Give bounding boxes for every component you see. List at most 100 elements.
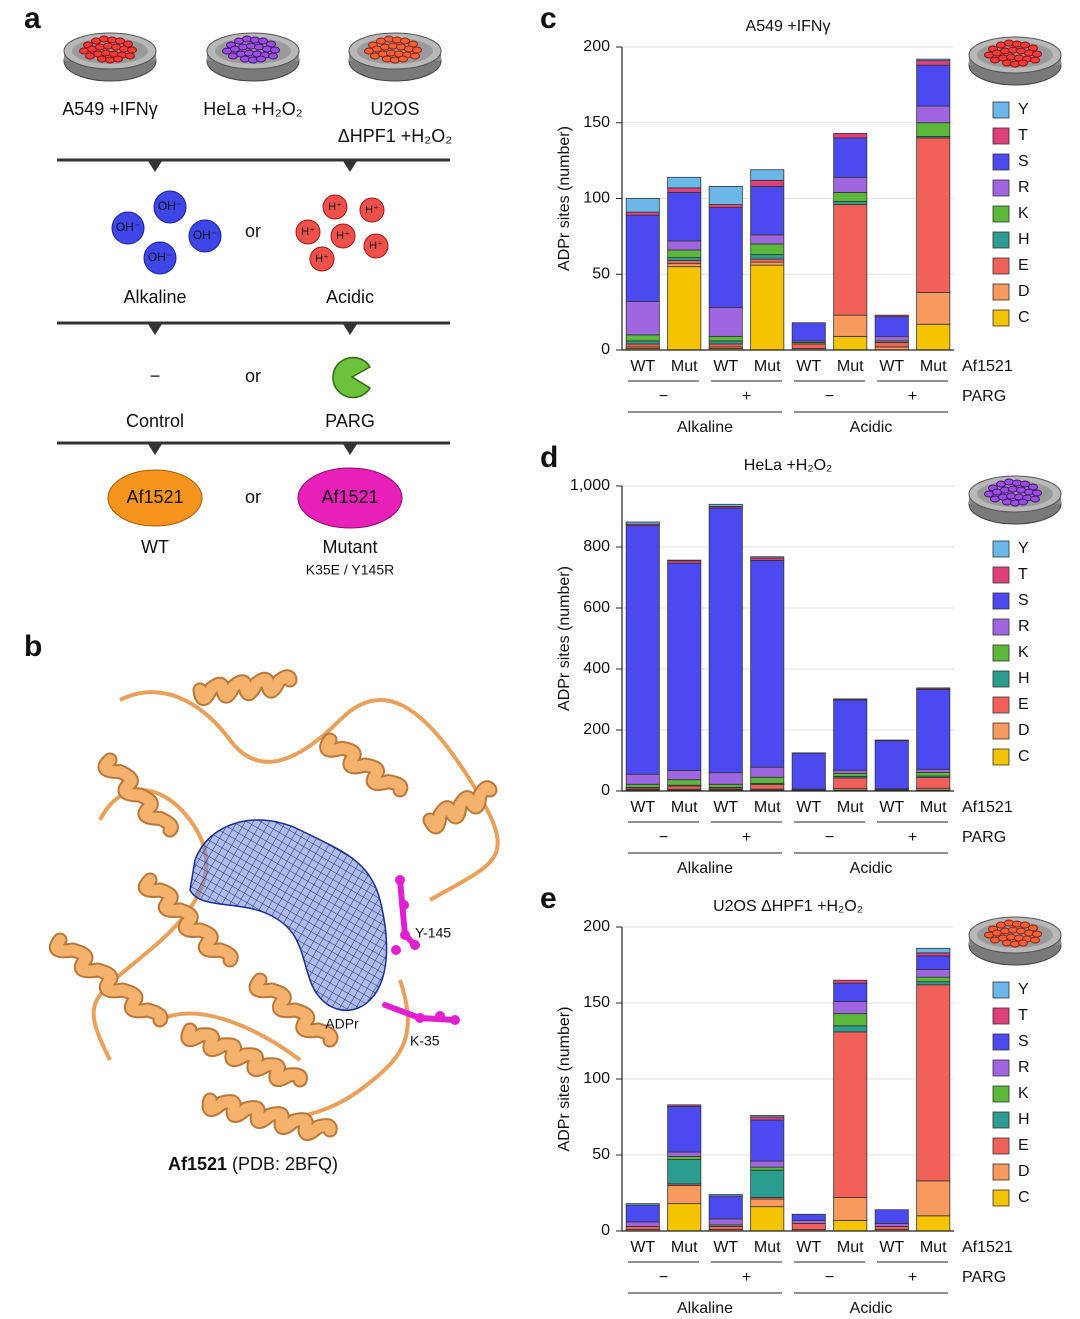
dish-icon (968, 475, 1062, 525)
legend-swatch (992, 1163, 1010, 1181)
bar-segment (625, 1226, 660, 1230)
bar-segment (750, 179, 785, 187)
legend-label: K (1018, 1085, 1029, 1102)
label: PARG (325, 411, 375, 431)
label: OH⁻ (116, 220, 140, 234)
legend-label: D (1018, 1163, 1030, 1180)
cell (1032, 930, 1042, 938)
bar-segment (708, 207, 743, 308)
legend-swatch (992, 722, 1010, 740)
parg-label: − (825, 1269, 834, 1286)
legend-swatch (992, 1189, 1010, 1207)
chart-title: HeLa +H₂O₂ (744, 457, 832, 474)
bar-segment (667, 240, 702, 251)
bar-segment (667, 770, 702, 781)
panel-letter: d (540, 441, 558, 474)
hydroxide-ion (111, 211, 145, 245)
bar-segment (750, 185, 785, 236)
bar-segment (625, 1221, 660, 1227)
proton (359, 197, 385, 223)
bar-segment (791, 1219, 826, 1224)
cell (1020, 41, 1030, 49)
label: H⁺ (365, 204, 379, 216)
cell (412, 46, 422, 54)
arrow-head (148, 444, 162, 455)
bar-segment (667, 263, 702, 268)
bar-segment (750, 1169, 785, 1198)
bar-segment (874, 342, 909, 348)
bar-segment (916, 771, 951, 777)
bar-segment (874, 335, 909, 342)
bar-segment (916, 952, 951, 957)
bar-segment (708, 507, 743, 774)
bar-segment (874, 314, 909, 318)
bar-segment (916, 292, 951, 325)
bar-segment (667, 176, 702, 189)
af1521-wt (107, 469, 203, 527)
cell (113, 55, 123, 63)
bar-segment (750, 776, 785, 784)
label: ΔHPF1 +H₂O₂ (338, 126, 453, 146)
legend-swatch (992, 618, 1010, 636)
legend-label: R (1018, 179, 1030, 196)
legend-swatch (992, 257, 1010, 275)
proton (322, 194, 348, 220)
legend-label: T (1018, 127, 1028, 144)
bar-segment (625, 340, 660, 345)
y-tick-label: 50 (592, 1146, 610, 1163)
bar-segment (708, 204, 743, 208)
caption-bold: Af1521 (168, 1154, 227, 1174)
bar-segment (708, 343, 743, 348)
y-tick-label: 200 (583, 38, 610, 55)
y-tick-label: 0 (601, 782, 610, 799)
bar-segment (750, 264, 785, 351)
bar-segment (916, 323, 951, 351)
cell (1018, 498, 1028, 506)
dish-icon (968, 36, 1062, 86)
legend-label: C (1018, 1189, 1030, 1206)
bar-segment (667, 1151, 702, 1157)
parg-label: − (659, 388, 668, 405)
residue-atom (410, 940, 420, 950)
bar-segment (667, 562, 702, 771)
legend-label: S (1018, 1033, 1029, 1050)
cell (270, 46, 280, 54)
bar-segment (625, 773, 660, 785)
x-tick-label: WT (796, 799, 821, 816)
proton (330, 223, 356, 249)
bar-segment (833, 1031, 868, 1198)
bar-segment (833, 192, 868, 202)
label: H⁺ (315, 253, 329, 265)
label: ADPr (325, 1016, 359, 1032)
cell (1020, 921, 1030, 929)
cell (268, 52, 278, 60)
legend-label: C (1018, 748, 1030, 765)
legend-swatch (992, 540, 1010, 558)
x-tick-label: WT (630, 1239, 655, 1256)
residue-atom (400, 930, 410, 940)
bar-segment (791, 322, 826, 342)
bar-segment (708, 335, 743, 342)
af1521-mutant (297, 467, 403, 529)
legend-label: K (1018, 205, 1029, 222)
label: or (245, 366, 261, 386)
cell (410, 52, 420, 60)
x-tick-label: Mut (920, 1239, 947, 1256)
parg-label: − (659, 829, 668, 846)
bar-segment (625, 521, 660, 525)
bar-segment (916, 969, 951, 978)
legend-swatch (992, 981, 1010, 999)
legend-swatch (992, 101, 1010, 119)
ligand-mesh (189, 819, 388, 1011)
label: or (245, 487, 261, 507)
legend-label: S (1018, 153, 1029, 170)
legend-swatch (992, 1137, 1010, 1155)
bar-segment (708, 1226, 743, 1230)
bar-segment (667, 1156, 702, 1160)
parg-label: − (825, 829, 834, 846)
dish-icon (348, 32, 442, 82)
residue-atom (399, 900, 409, 910)
bar-segment (833, 1001, 868, 1015)
y-tick-label: 400 (583, 660, 610, 677)
legend-label: D (1018, 283, 1030, 300)
